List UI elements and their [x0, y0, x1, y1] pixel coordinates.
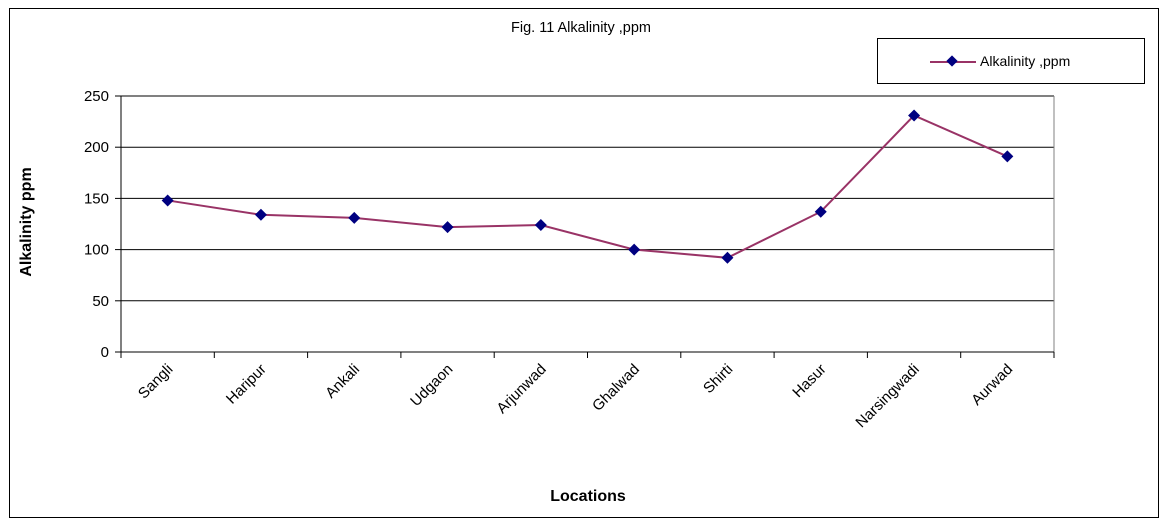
data-point-marker [628, 243, 641, 256]
legend: Alkalinity ,ppm [877, 38, 1145, 84]
data-point-marker [254, 208, 267, 221]
x-tick-label: Udgaon [407, 361, 456, 410]
data-point-marker [348, 211, 361, 224]
x-tick-label: Ghalwad [589, 361, 643, 415]
x-tick-labels: Sangli Haripur Ankali Udgaon Arjunwad Ghalwad… [135, 361, 1016, 431]
series-line [167, 114, 1008, 259]
y-tick-label: 250 [84, 88, 109, 105]
y-tick-label: 0 [101, 344, 109, 361]
y-tick-label: 50 [92, 293, 109, 310]
x-tick-label: Ankali [322, 361, 363, 402]
axes [115, 95, 1055, 358]
x-tick-label: Aurwad [968, 361, 1016, 409]
y-tick-labels: 0 50 100 150 200 250 [84, 88, 109, 361]
x-tick-label: Shirti [700, 361, 736, 397]
x-tick-label: Arjunwad [493, 361, 549, 417]
x-tick-label: Narsingwadi [852, 361, 922, 431]
data-point-marker [534, 219, 547, 232]
data-point-marker [1001, 150, 1014, 163]
y-tick-label: 100 [84, 242, 109, 259]
data-point-marker [721, 251, 734, 264]
data-point-marker [814, 205, 827, 218]
x-tick-label: Hasur [789, 361, 829, 401]
series [161, 109, 1014, 264]
y-tick-label: 200 [84, 139, 109, 156]
data-point-marker [161, 194, 174, 207]
data-point-marker [441, 221, 454, 234]
x-axis-title: Locations [550, 488, 626, 505]
y-tick-label: 150 [84, 190, 109, 207]
x-tick-label: Haripur [223, 361, 270, 408]
chart-title: Fig. 11 Alkalinity ,ppm [511, 20, 651, 36]
gridlines [121, 95, 1054, 302]
legend-label: Alkalinity ,ppm [980, 53, 1071, 69]
y-axis-title: Alkalinity ppm [18, 167, 35, 276]
x-tick-label: Sangli [135, 361, 177, 403]
data-point-marker [908, 109, 921, 122]
